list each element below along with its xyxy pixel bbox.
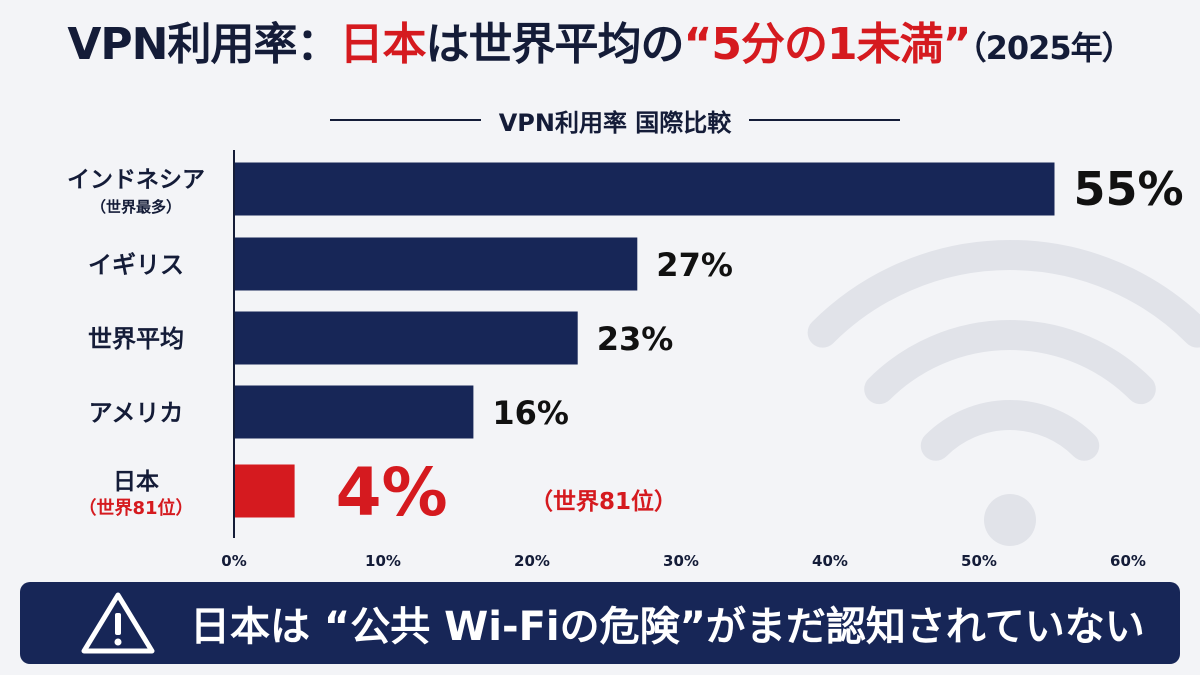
category-label: 日本 <box>113 469 159 495</box>
bottom-banner: 日本は “公共 Wi-Fiの危険”がまだ認知されていない <box>20 582 1180 664</box>
bar <box>235 162 1055 216</box>
x-tick-label: 30% <box>663 552 699 570</box>
page-title: VPN利用率：日本は世界平均の“5分の1未満”（2025年） <box>0 8 1200 72</box>
value-label: 23% <box>597 320 674 358</box>
category-label: インドネシア <box>67 167 205 193</box>
chart-subtitle-block: VPN利用率 国際比較 <box>330 100 901 140</box>
value-note: （世界81位） <box>530 488 677 515</box>
category-label: アメリカ <box>89 399 184 427</box>
category-note: （世界81位） <box>78 497 193 519</box>
x-tick-label: 40% <box>812 552 848 570</box>
bar <box>235 385 474 439</box>
category-label: イギリス <box>88 251 184 279</box>
title-part-year: （2025年） <box>970 29 1134 67</box>
wifi-watermark-arc <box>864 320 1156 405</box>
value-label: 16% <box>492 394 569 432</box>
wifi-watermark-arc <box>920 400 1100 461</box>
subtitle-left-rule <box>330 119 481 121</box>
x-tick-label: 10% <box>365 552 401 570</box>
x-tick-label: 20% <box>514 552 550 570</box>
x-tick-label: 50% <box>961 552 997 570</box>
bar <box>235 311 578 365</box>
title-part-fraction: “5分の1未満” <box>683 19 971 70</box>
title-part-japan: 日本 <box>339 19 426 70</box>
chart-subtitle: VPN利用率 国際比較 <box>498 108 732 137</box>
bar <box>235 464 295 518</box>
wifi-watermark-arc <box>807 240 1200 348</box>
x-tick-label: 60% <box>1110 552 1146 570</box>
value-label: 4% <box>336 454 448 531</box>
category-note: （世界最多） <box>91 198 181 216</box>
bar-chart: 0% 10% 20% 30% 40% 50% 60% インドネシア （世界最多） 55% イギリス 2… <box>67 150 1200 570</box>
x-tick-label: 0% <box>221 552 246 570</box>
banner-text: 日本は “公共 Wi-Fiの危険”がまだ認知されていない <box>190 604 1145 650</box>
title-part-vpn: VPN利用率： <box>67 19 340 70</box>
category-label: 世界平均 <box>88 325 184 353</box>
wifi-watermark-dot <box>984 494 1036 546</box>
bar <box>235 237 638 291</box>
value-label: 27% <box>656 246 733 284</box>
value-label: 55% <box>1074 162 1184 216</box>
title-part-world-average: は世界平均の <box>425 19 684 70</box>
subtitle-right-rule <box>749 119 901 121</box>
warning-triangle-icon <box>81 592 155 654</box>
